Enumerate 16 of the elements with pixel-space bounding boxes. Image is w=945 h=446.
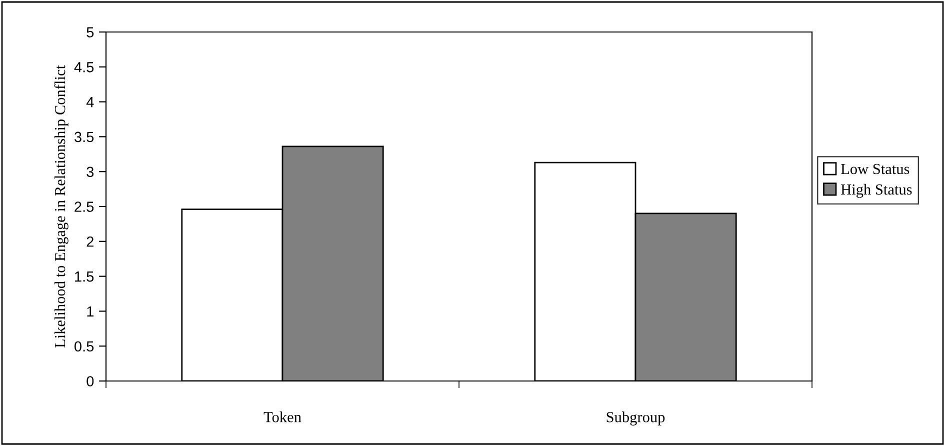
y-tick-label: 0.5 [74, 341, 94, 352]
y-tick-label: 1.5 [75, 272, 94, 282]
x-tick-label: Subgroup [606, 412, 665, 426]
legend-label: Low Status [841, 164, 910, 174]
y-axis-title: Likelihood to Engage in Relationship Conflict [54, 65, 68, 348]
y-tick-label: 1 [87, 306, 94, 316]
y-tick-label: 2.5 [74, 202, 94, 212]
y-tick-label: 3 [86, 166, 94, 178]
y-tick-label: 4 [86, 97, 94, 108]
legend-label: High Status [841, 184, 912, 198]
y-tick-label: 2 [86, 236, 94, 247]
y-tick-label: 4.5 [74, 62, 94, 72]
y-tick-label: 5 [86, 27, 94, 38]
y-tick-label: 0 [86, 376, 94, 386]
y-tick-label: 3.5 [74, 132, 94, 142]
x-tick-label: Token [264, 412, 302, 422]
